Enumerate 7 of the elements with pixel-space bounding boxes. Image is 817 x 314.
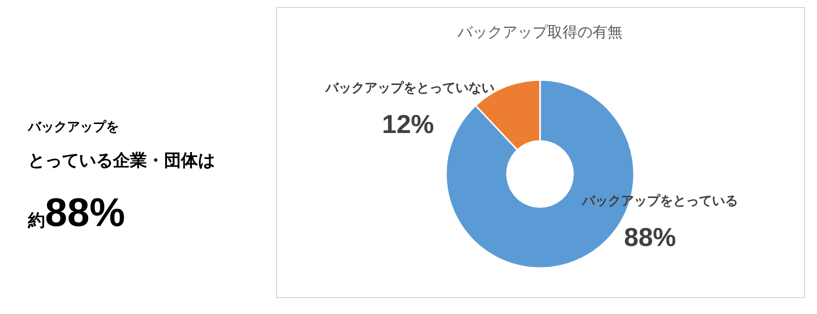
text: とっている企業・団体は (28, 151, 215, 170)
chart-title: バックアップ取得の有無 (456, 24, 622, 41)
data-label: 88% (624, 222, 676, 252)
text: 約88% (27, 191, 126, 235)
slice-label: バックアップをとっていない (324, 80, 494, 95)
text: バックアップを (27, 119, 119, 134)
data-label: 12% (382, 109, 434, 139)
